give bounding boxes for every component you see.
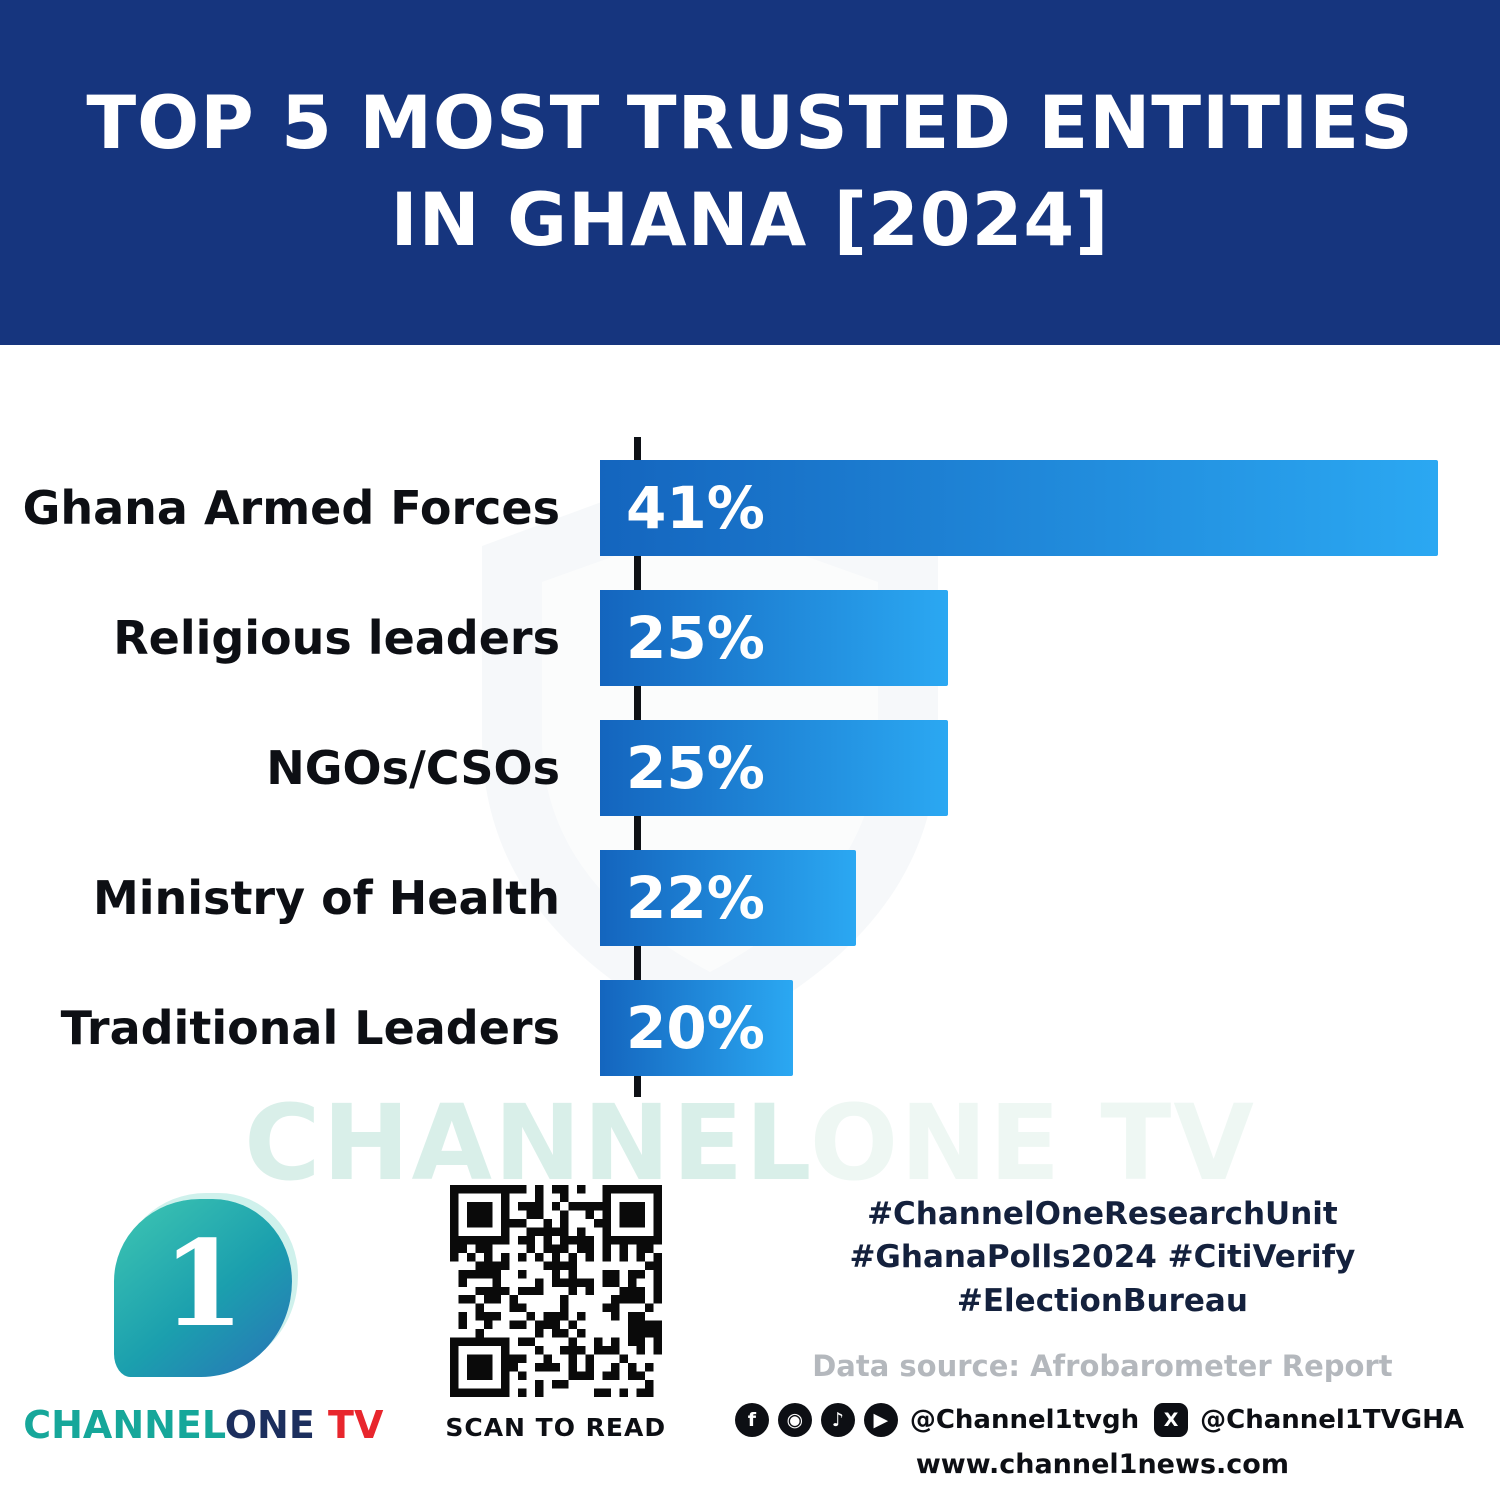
chart-row: Religious leaders 25%	[0, 573, 1500, 703]
bar-value-label: 25%	[626, 604, 765, 672]
bar: 25%	[600, 590, 948, 686]
chart-row: NGOs/CSOs 25%	[0, 703, 1500, 833]
title-line2: IN GHANA [2024]	[390, 177, 1110, 263]
bar-category-label: Ministry of Health	[93, 871, 560, 925]
hashtag-line-3: #ElectionBureau	[956, 1282, 1248, 1319]
bar-category-label: Ghana Armed Forces	[22, 481, 560, 535]
hashtag-line-1: #ChannelOneResearchUnit	[867, 1196, 1338, 1232]
social-handle-1: @Channel1tvgh	[909, 1405, 1140, 1436]
bar-category-label: Traditional Leaders	[60, 1001, 560, 1055]
hashtags: #ChannelOneResearchUnit #GhanaPolls2024 …	[849, 1193, 1355, 1323]
bar-value-label: 22%	[626, 864, 765, 932]
bar-track: 25%	[600, 590, 1438, 686]
channel-one-logo-icon: 1	[114, 1199, 293, 1377]
website-url: www.channel1news.com	[915, 1449, 1289, 1481]
wordmark-channel: CHANNEL	[23, 1403, 225, 1447]
wordmark-one: ONE	[224, 1403, 315, 1447]
bar-track: 22%	[600, 850, 1438, 946]
bar-category-label: Religious leaders	[113, 611, 560, 665]
bar-track: 25%	[600, 720, 1438, 816]
bar-value-label: 25%	[626, 734, 765, 802]
bar-chart: Ghana Armed Forces 41% Religious leaders 25…	[0, 437, 1500, 1097]
instagram-icon: ◉	[777, 1403, 812, 1438]
social-row: f ◉ ♪ ▶ @Channel1tvgh X @Channel1TVGHA	[734, 1403, 1470, 1438]
brand-text-watermark: CHANNELONE TV	[0, 1082, 1500, 1204]
chart-row: Ghana Armed Forces 41%	[0, 443, 1500, 573]
bar: 20%	[600, 980, 793, 1076]
bar: 22%	[600, 850, 856, 946]
hashtag-line-2: #GhanaPolls2024 #CitiVerify	[849, 1239, 1356, 1276]
youtube-icon: ▶	[863, 1403, 898, 1438]
page-title: TOP 5 MOST TRUSTED ENTITIES IN GHANA [202…	[86, 76, 1413, 269]
bar-track: 41%	[600, 460, 1438, 556]
wordmark-tv: TV	[314, 1403, 384, 1447]
bar-category-label: NGOs/CSOs	[266, 741, 560, 795]
title-line1: TOP 5 MOST TRUSTED ENTITIES	[86, 81, 1414, 167]
bar-value-label: 41%	[626, 474, 765, 542]
chart-rows: Ghana Armed Forces 41% Religious leaders 25…	[0, 443, 1500, 1093]
x-icon: X	[1154, 1403, 1189, 1438]
qr-block: SCAN TO READ	[407, 1185, 705, 1480]
brand-logo-block: 1 CHANNELONE TV	[0, 1185, 407, 1480]
qr-code	[449, 1185, 662, 1397]
footer: 1 CHANNELONE TV SCAN TO READ #ChannelOne…	[0, 1185, 1500, 1480]
chart-row: Ministry of Health 22%	[0, 833, 1500, 963]
bar: 25%	[600, 720, 948, 816]
watermark-channel: CHANNEL	[244, 1082, 810, 1204]
chart-row: Traditional Leaders 20%	[0, 963, 1500, 1093]
header-banner: TOP 5 MOST TRUSTED ENTITIES IN GHANA [202…	[0, 0, 1500, 345]
bar-value-label: 20%	[626, 994, 765, 1062]
qr-caption: SCAN TO READ	[445, 1413, 667, 1442]
watermark-one-tv: ONE TV	[809, 1082, 1256, 1204]
social-handle-2: @Channel1TVGHA	[1200, 1405, 1464, 1436]
logo-numeral: 1	[162, 1214, 245, 1353]
bar-track: 20%	[600, 980, 1438, 1076]
facebook-icon: f	[734, 1403, 769, 1438]
tiktok-icon: ♪	[820, 1403, 855, 1438]
bar: 41%	[600, 460, 1438, 556]
data-source: Data source: Afrobarometer Report	[812, 1349, 1393, 1384]
footer-text-block: #ChannelOneResearchUnit #GhanaPolls2024 …	[705, 1185, 1500, 1480]
brand-wordmark: CHANNELONE TV	[23, 1403, 383, 1447]
